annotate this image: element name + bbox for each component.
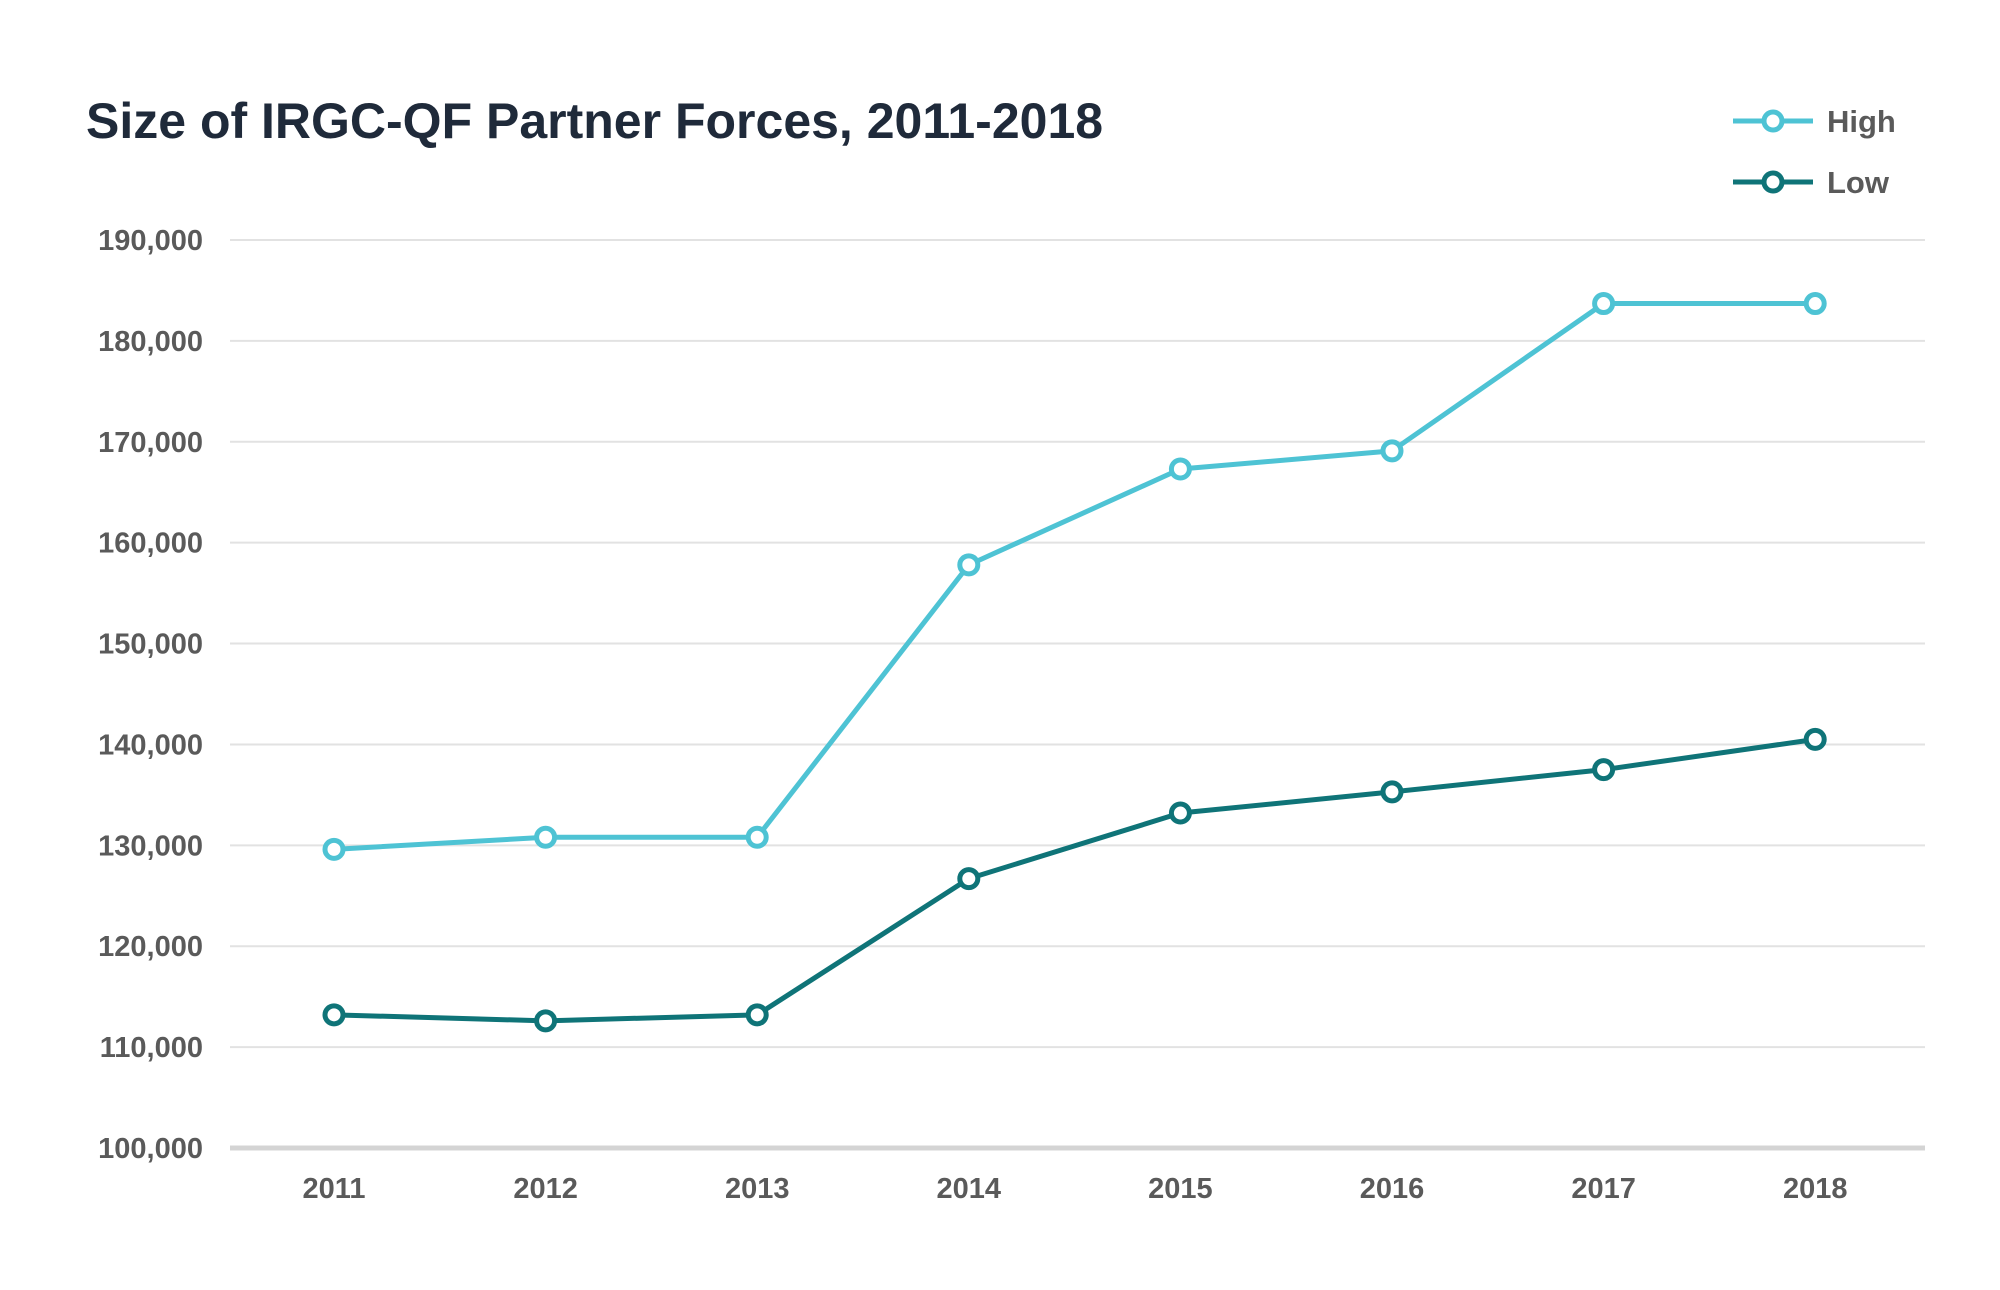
x-tick-label: 2017 [1571,1173,1636,1205]
legend-marker [1761,170,1785,194]
y-tick-label: 130,000 [98,830,203,862]
y-tick-label: 120,000 [98,931,203,963]
series-line [333,301,1816,852]
x-tick-label: 2015 [1148,1173,1213,1205]
series-group [322,292,1827,1033]
y-tick-label: 110,000 [100,1032,203,1064]
x-tick-label: 2014 [937,1173,1002,1205]
data-point [534,825,558,849]
legend-marker [1761,109,1785,133]
x-tick-label: 2016 [1360,1173,1425,1205]
y-axis: 100,000 110,000 120,000 130,000 140,000 150,0… [98,225,203,1165]
y-tick-label: 160,000 [98,528,203,560]
y-tick-label: 170,000 [98,427,203,459]
legend-item-high: High [1733,104,1896,139]
x-tick-label: 2011 [303,1173,366,1205]
legend-label: Low [1827,165,1890,200]
data-point [745,825,769,849]
legend-item-low: Low [1733,165,1890,200]
data-point [1592,292,1616,316]
y-tick-label: 140,000 [98,729,203,761]
data-point [534,1009,558,1033]
data-point [1380,439,1404,463]
chart-title: Size of IRGC-QF Partner Forces, 2011-201… [86,93,1103,149]
data-point [745,1003,769,1027]
data-point [1803,292,1827,316]
data-point [1803,727,1827,751]
x-tick-label: 2013 [725,1173,790,1205]
x-tick-label: 2012 [513,1173,578,1205]
y-tick-label: 150,000 [98,629,203,661]
data-point [322,837,346,861]
data-point [1380,780,1404,804]
data-point [1168,801,1192,825]
series-line [333,736,1816,1024]
legend: High Low [1733,104,1896,200]
data-point [957,867,981,891]
x-tick-label: 2018 [1783,1173,1848,1205]
legend-label: High [1827,104,1896,139]
y-tick-label: 100,000 [98,1133,203,1165]
data-point [322,1003,346,1027]
data-point [1592,758,1616,782]
series-high [322,292,1827,861]
data-point [1168,457,1192,481]
x-axis: 2011 2012 2013 2014 2015 2016 2017 2018 [303,1173,1848,1205]
series-low [322,727,1827,1033]
data-point [957,553,981,577]
gridlines [230,239,1925,1151]
y-tick-label: 190,000 [98,225,203,257]
y-tick-label: 180,000 [98,326,203,358]
